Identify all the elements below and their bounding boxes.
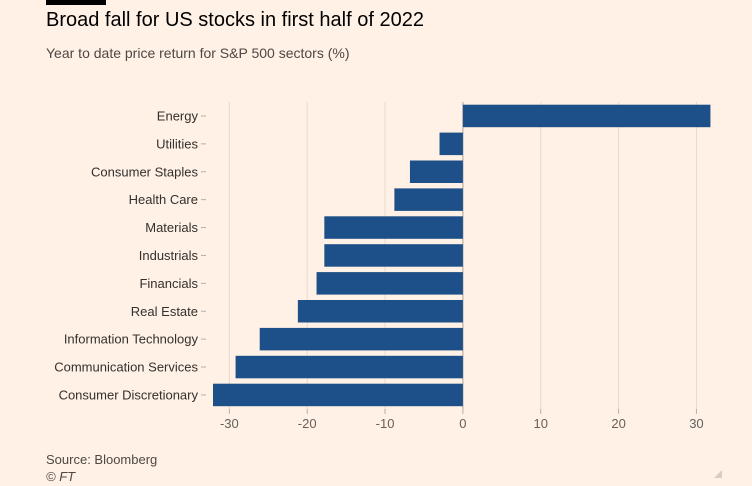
title-accent-bar — [46, 0, 106, 5]
bar[interactable] — [409, 160, 463, 184]
bar[interactable] — [324, 244, 463, 267]
x-tick-label: 10 — [534, 416, 548, 431]
bar-chart: -30 -20 -10 0 10 20 30 Energy Utilities Consumer … — [54, 102, 711, 431]
y-tick-label: Consumer Discretionary — [59, 387, 199, 402]
x-tick-label: 0 — [459, 416, 466, 431]
source-note: Source: Bloomberg — [46, 452, 158, 467]
y-tick-label: Utilities — [156, 136, 198, 151]
resize-grip-icon — [714, 470, 722, 478]
bar[interactable] — [259, 327, 463, 351]
y-tick-label: Energy — [157, 108, 199, 123]
y-tick-label: Health Care — [129, 192, 198, 207]
x-tick-label: 30 — [689, 416, 703, 431]
y-tick-label: Communication Services — [54, 360, 198, 375]
bar[interactable] — [235, 355, 463, 379]
bar[interactable] — [324, 216, 463, 239]
chart-title: Broad fall for US stocks in first half o… — [46, 9, 424, 31]
chart-subtitle: Year to date price return for S&P 500 se… — [46, 45, 350, 61]
bar[interactable] — [439, 132, 463, 156]
y-tick-label: Consumer Staples — [91, 164, 198, 179]
x-tick-label: -10 — [376, 416, 395, 431]
y-tick-label: Real Estate — [131, 304, 198, 319]
bar[interactable] — [316, 272, 463, 295]
y-tick-label: Information Technology — [64, 332, 199, 347]
bar[interactable] — [394, 188, 463, 211]
bar[interactable] — [297, 300, 463, 323]
x-tick-label: 20 — [611, 416, 625, 431]
y-tick-label: Materials — [145, 220, 198, 235]
y-tick-label: Financials — [139, 276, 198, 291]
bar[interactable] — [462, 104, 711, 128]
x-tick-label: -30 — [220, 416, 239, 431]
x-tick-label: -20 — [298, 416, 317, 431]
copyright-note: © FT — [46, 469, 76, 484]
y-tick-label: Industrials — [139, 248, 199, 263]
bar[interactable] — [213, 383, 463, 407]
